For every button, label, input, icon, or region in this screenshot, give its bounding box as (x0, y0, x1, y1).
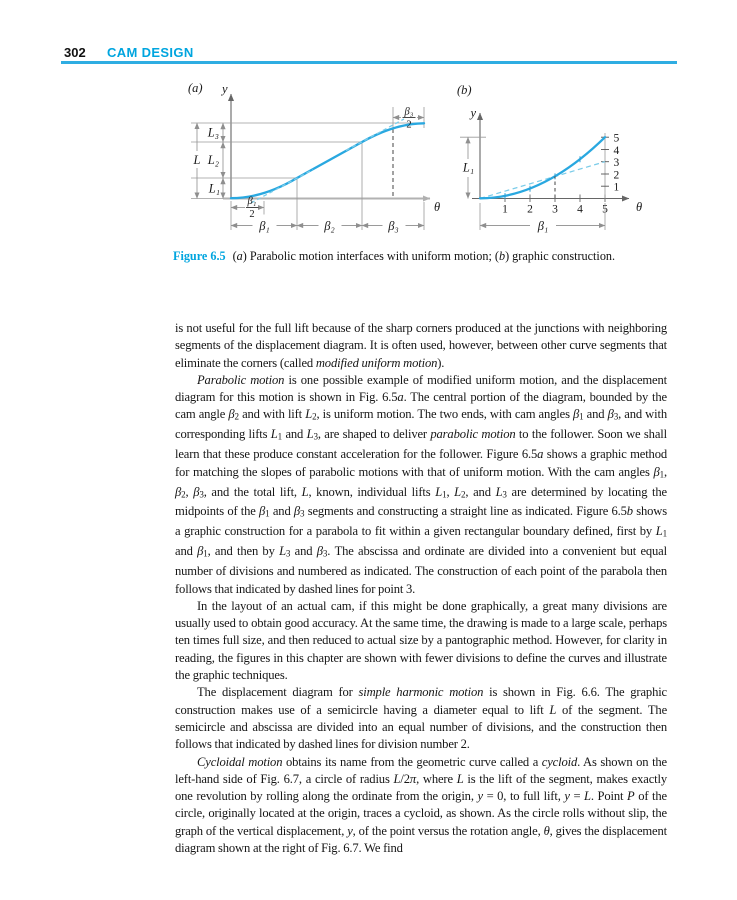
b-xtick-3: 3 (552, 204, 558, 216)
paragraph: In the layout of an actual cam, if this … (175, 598, 667, 683)
b-y-axis-label: y (468, 106, 476, 120)
b-ytick-4: 4 (614, 145, 620, 157)
b-ytick-2: 2 (614, 169, 620, 181)
diagram-a-tag: (a) (188, 81, 203, 95)
a-lift3-label: L₃ (207, 126, 219, 140)
b-xtick-2: 2 (527, 204, 533, 216)
a-y-axis-label: y (220, 82, 228, 96)
a-beta3-label: β₃ (387, 219, 399, 233)
diagram-b: (b) y θ 1 2 3 4 5 5 (457, 83, 642, 233)
body-text: is not useful for the full lift because … (175, 320, 667, 857)
a-halfbeta3-denominator: 2 (406, 120, 411, 131)
b-ytick-5: 5 (614, 133, 620, 145)
a-lift2-label: L₂ (207, 153, 220, 167)
figure-6-5-diagram: (a) y θ L L₃ L₂ L₁ (188, 81, 642, 233)
b-parabola-curve (478, 136, 607, 200)
paragraph: is not useful for the full lift because … (175, 321, 667, 370)
a-halfbeta3-numerator: β₃ (404, 107, 414, 118)
b-lift1-label: L₁ (462, 161, 474, 175)
a-beta2-label: β₂ (323, 219, 335, 233)
a-lift-total-label: L (193, 153, 201, 167)
paragraph: Cycloidal motion obtains its name from t… (175, 754, 667, 855)
paragraph: The displacement diagram for simple harm… (175, 685, 668, 752)
figure-caption: Figure 6.5 (a) Parabolic motion interface… (173, 249, 678, 264)
a-tangent-dash-lower (250, 168, 314, 204)
b-ytick-3: 3 (614, 157, 620, 169)
b-ytick-1: 1 (614, 182, 620, 194)
diagram-a: (a) y θ L L₃ L₂ L₁ (188, 81, 440, 233)
a-beta1-label: β₁ (258, 219, 270, 233)
figure-caption-label: Figure 6.5 (173, 249, 226, 263)
paragraph: Parabolic motion is one possible example… (175, 372, 668, 596)
a-displacement-curve (229, 122, 426, 200)
a-halfbeta1-denominator: 2 (249, 209, 254, 220)
a-lift1-label: L₁ (208, 182, 220, 196)
diagram-b-tag: (b) (457, 83, 472, 97)
b-xtick-1: 1 (502, 204, 508, 216)
chapter-title: CAM DESIGN (107, 45, 194, 60)
header-rule (61, 61, 677, 64)
figure-caption-text: (a) Parabolic motion interfaces with uni… (232, 249, 616, 263)
a-halfbeta1-numerator: β₁ (247, 196, 257, 207)
b-beta1-label: β₁ (537, 219, 549, 233)
b-xtick-4: 4 (577, 204, 583, 216)
b-theta-axis-label: θ (636, 200, 642, 214)
b-construction-ray-dash (479, 161, 606, 200)
page-number: 302 (64, 45, 86, 60)
a-theta-axis-label: θ (434, 200, 440, 214)
